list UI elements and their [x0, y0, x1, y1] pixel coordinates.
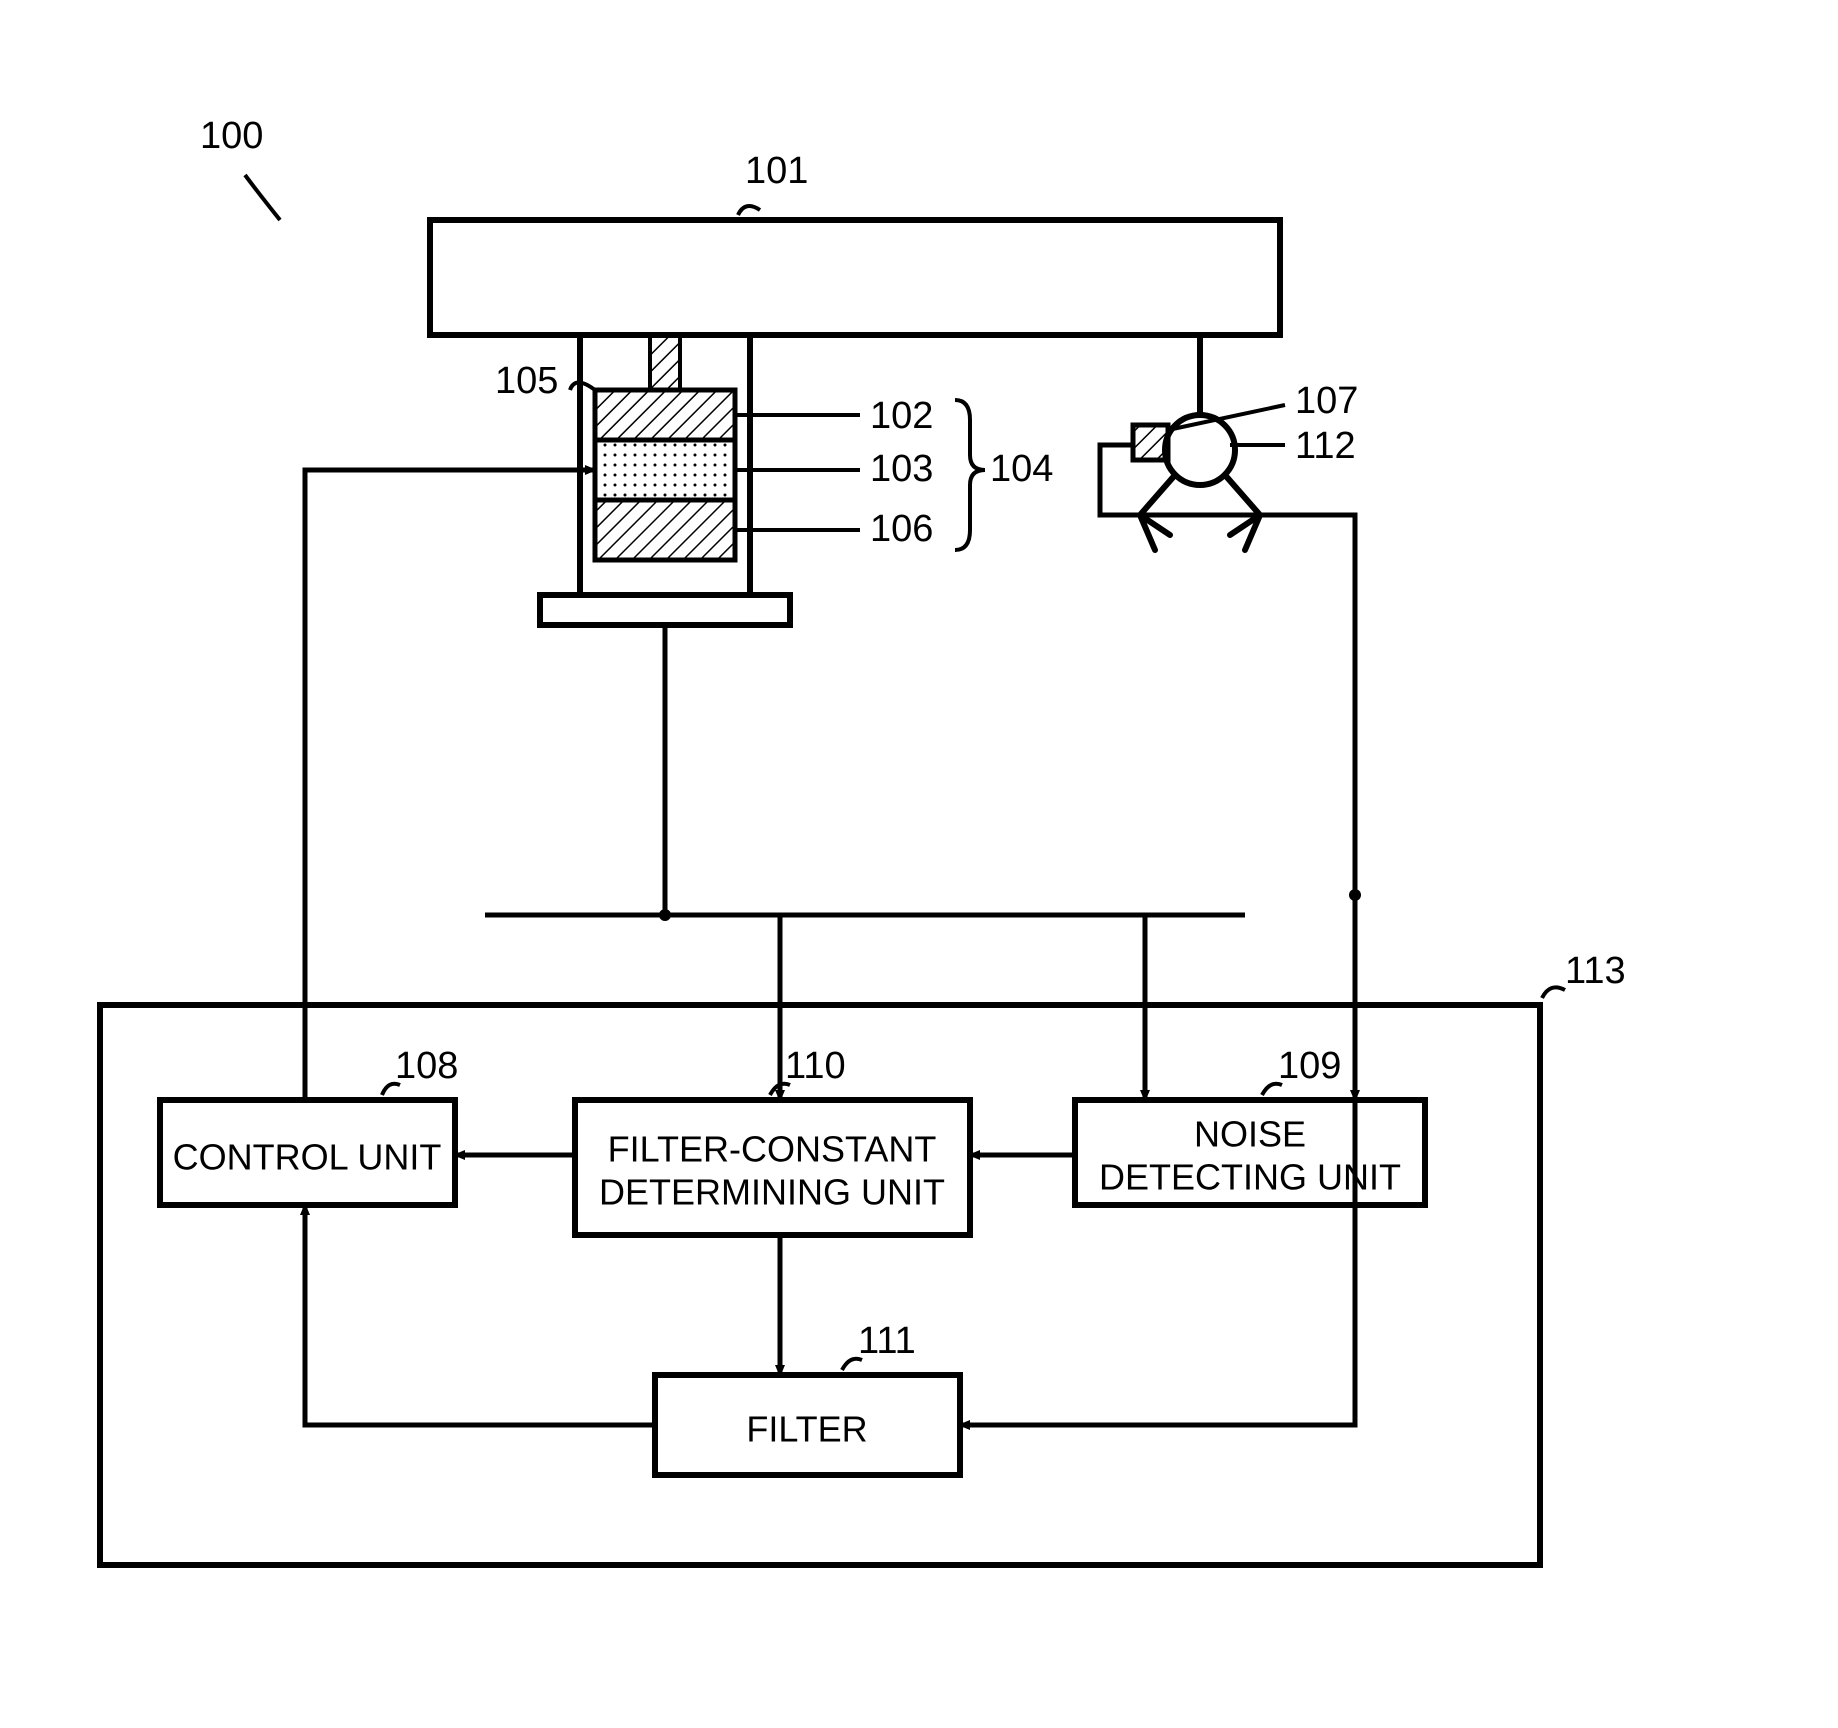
label-106: 106 [870, 508, 933, 551]
label-100: 100 [200, 115, 263, 158]
filter-text: FILTER [746, 1409, 867, 1450]
leader-101 [738, 206, 760, 215]
cylinder-layer-bot [595, 500, 735, 560]
cylinder-layer-top [595, 390, 735, 440]
label-105: 105 [495, 360, 558, 403]
label-110: 110 [785, 1045, 846, 1088]
junction-1 [659, 909, 671, 921]
noise-text-1: NOISE [1194, 1114, 1306, 1155]
label-112: 112 [1295, 425, 1356, 468]
label-109: 109 [1278, 1045, 1341, 1088]
label-111: 111 [858, 1320, 916, 1363]
conn-gripper-out [960, 445, 1355, 1425]
base-plate [540, 595, 790, 625]
filter-const-text-1: FILTER-CONSTANT [608, 1129, 937, 1170]
cylinder-stub [650, 335, 680, 390]
top-block [430, 220, 1280, 335]
label-107: 107 [1295, 380, 1358, 423]
leader-113 [1542, 987, 1565, 998]
cylinder-layer-mid [595, 440, 735, 500]
label-104: 104 [990, 448, 1053, 491]
control-unit-text: CONTROL UNIT [173, 1137, 442, 1178]
controller-box [100, 1005, 1540, 1565]
filter-const-text-2: DETERMINING UNIT [599, 1172, 945, 1213]
label-108: 108 [395, 1045, 458, 1088]
label-101: 101 [745, 150, 808, 193]
label-113: 113 [1565, 950, 1626, 993]
diagram-svg: CONTROL UNIT FILTER-CONSTANT DETERMINING… [0, 20, 1838, 1708]
gripper-sensor [1133, 425, 1168, 460]
leader-100 [245, 175, 280, 220]
block-diagram: CONTROL UNIT FILTER-CONSTANT DETERMINING… [0, 20, 1838, 1708]
bracket-104 [955, 400, 985, 550]
label-103: 103 [870, 448, 933, 491]
label-102: 102 [870, 395, 933, 438]
